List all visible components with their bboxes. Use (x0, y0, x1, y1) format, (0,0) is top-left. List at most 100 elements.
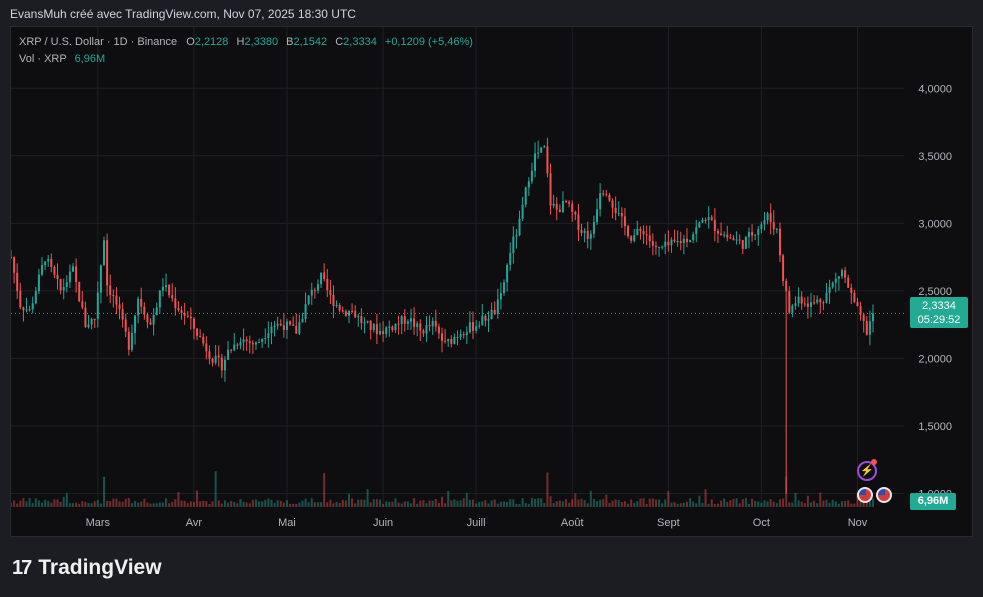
candle-body (81, 301, 84, 308)
candle-body (568, 202, 571, 204)
candle-body (561, 200, 564, 213)
volume-bar (757, 501, 760, 507)
candle-body (543, 146, 546, 148)
volume-bar (447, 490, 450, 507)
candle-body (437, 326, 440, 334)
candle-body (403, 316, 406, 324)
volume-bar (453, 499, 456, 507)
candle-body (499, 293, 502, 300)
candle-body (658, 246, 661, 248)
candle-body (459, 334, 462, 337)
symbol-legend[interactable]: XRP / U.S. Dollar · 1D · Binance O2,2128… (19, 36, 473, 48)
volume-bar (186, 503, 189, 507)
candle-body (611, 200, 614, 208)
candle-body (797, 296, 800, 304)
volume-bar (351, 498, 354, 507)
candle-body (329, 290, 332, 295)
candle-body (475, 326, 478, 331)
candle-body (825, 292, 828, 303)
us-flag-event-icon[interactable] (857, 487, 873, 503)
chart-panel[interactable]: 4,00003,50003,00002,50002,00001,50001,00… (10, 26, 973, 537)
candle-body (375, 324, 378, 335)
us-flag-event-icon[interactable] (876, 487, 892, 503)
lightning-icon[interactable]: ⚡ (857, 461, 877, 481)
tradingview-brand[interactable]: 17 TradingView (12, 556, 162, 580)
volume-bar (124, 498, 127, 507)
candle-body (527, 181, 530, 188)
x-tick-label: Août (561, 517, 584, 529)
volume-bar (251, 499, 254, 507)
candle-body (506, 264, 509, 283)
symbol-label: XRP / U.S. Dollar · 1D · Binance (19, 36, 178, 48)
volume-bar (785, 476, 788, 507)
candle-body (295, 325, 298, 334)
volume-bar (481, 501, 484, 507)
volume-legend[interactable]: Vol · XRP 6,96M (19, 53, 105, 65)
candle-body (310, 289, 313, 296)
volume-bar (87, 503, 90, 507)
volume-bar (316, 502, 319, 507)
volume-bar (385, 501, 388, 507)
candle-body (493, 309, 496, 314)
author-line: EvansMuh créé avec TradingView.com, Nov … (10, 7, 356, 21)
candle-body (862, 314, 865, 322)
candle-body (44, 261, 47, 266)
candle-body (844, 270, 847, 278)
candle-body (96, 292, 99, 319)
volume-bar (602, 498, 605, 507)
volume-bar (592, 499, 595, 507)
volume-bar (127, 498, 130, 507)
volume-bar (741, 499, 744, 507)
notification-dot (871, 459, 877, 465)
volume-bar (192, 501, 195, 507)
volume-bar (196, 490, 199, 507)
candle-body (822, 302, 825, 304)
candle-body (744, 236, 747, 249)
price-chart[interactable]: 4,00003,50003,00002,50002,00001,50001,00… (11, 27, 972, 536)
volume-bar (552, 503, 555, 507)
candle-body (580, 229, 583, 233)
volume-bar (422, 500, 425, 507)
volume-bar (763, 500, 766, 507)
candle-body (307, 295, 310, 304)
volume-bar (121, 501, 124, 507)
volume-bar (109, 501, 112, 507)
volume-bar (378, 499, 381, 507)
candle-body (794, 303, 797, 306)
candle-body (37, 274, 40, 292)
candle-body (692, 234, 695, 241)
volume-bar (577, 499, 580, 507)
volume-bar (40, 502, 44, 507)
volume-bar (797, 500, 800, 507)
candle-body (834, 278, 837, 283)
volume-bar (357, 499, 360, 507)
candle-body (602, 193, 605, 195)
candle-body (245, 339, 248, 342)
candle-body (165, 285, 168, 288)
volume-bar (844, 500, 847, 507)
candle-body (738, 239, 741, 241)
candle-body (530, 170, 533, 182)
volume-bar (180, 500, 183, 507)
candle-body (809, 302, 812, 307)
volume-bar (710, 499, 713, 507)
volume-bar (806, 495, 809, 507)
volume-bar (506, 501, 509, 507)
candle-body (608, 194, 611, 201)
candle-body (168, 285, 171, 296)
candle-body (596, 209, 599, 223)
candle-body (103, 240, 106, 266)
volume-bar (214, 471, 217, 507)
candle-body (627, 226, 630, 237)
volume-bar (279, 500, 282, 507)
volume-bar (819, 492, 822, 507)
candle-body (72, 266, 75, 272)
candle-body (546, 146, 549, 174)
candle-body (214, 355, 217, 363)
volume-bar (397, 502, 400, 507)
volume-bar (189, 501, 192, 507)
volume-bar (258, 501, 261, 507)
candle-body (754, 234, 757, 236)
volume-bar (471, 499, 475, 507)
candle-body (34, 291, 37, 304)
